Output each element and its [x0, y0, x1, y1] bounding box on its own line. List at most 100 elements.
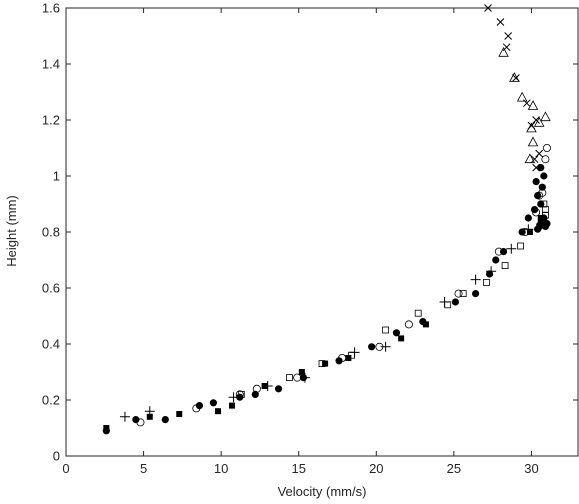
- point-open-triangle: [526, 122, 537, 133]
- x-tick-label: 15: [291, 461, 305, 476]
- point-plus: [119, 411, 130, 422]
- point-open-circle: [192, 404, 201, 413]
- point-filled-square: [536, 223, 543, 230]
- point-filled-square: [176, 411, 183, 417]
- point-filled-circle: [132, 416, 140, 424]
- point-open-circle: [494, 247, 503, 256]
- point-open-square: [444, 301, 452, 309]
- x-tick-label: 25: [447, 461, 461, 476]
- point-open-square: [517, 242, 524, 250]
- y-tick-label: 1.2: [42, 113, 60, 128]
- y-tick-label: 1.6: [42, 1, 60, 16]
- point-open-square: [237, 390, 245, 398]
- x-axis-label: Velocity (mm/s): [278, 484, 367, 499]
- point-filled-circle: [518, 228, 526, 236]
- x-axis: 0 5 10 15 20 25 30: [62, 8, 539, 476]
- point-open-square: [501, 262, 509, 270]
- point-filled-circle: [543, 220, 551, 228]
- point-filled-circle: [335, 357, 343, 365]
- point-filled-circle: [492, 256, 500, 264]
- point-open-square: [542, 206, 549, 214]
- y-tick-label: 0: [53, 449, 60, 464]
- point-plus: [470, 274, 481, 285]
- point-open-circle: [338, 353, 347, 362]
- point-open-triangle: [540, 111, 551, 122]
- point-open-triangle: [527, 136, 539, 147]
- point-open-triangle: [524, 153, 536, 164]
- point-cross: [496, 18, 505, 26]
- point-filled-circle: [451, 298, 460, 306]
- point-plus: [380, 341, 391, 352]
- y-tick-label: 0.8: [42, 225, 60, 240]
- point-open-square: [414, 309, 422, 317]
- point-filled-square: [526, 229, 533, 235]
- point-filled-circle: [195, 402, 204, 410]
- point-cross: [535, 149, 544, 158]
- plot-area: [65, 7, 579, 457]
- point-open-circle: [252, 384, 261, 393]
- point-plus: [349, 347, 360, 358]
- point-open-circle: [235, 390, 244, 399]
- y-tick-label: 0.4: [42, 337, 60, 352]
- point-open-triangle: [509, 72, 520, 82]
- point-plus: [144, 406, 155, 417]
- point-open-circle: [293, 373, 302, 382]
- point-filled-square: [215, 408, 222, 415]
- y-axis: 0 0.2 0.4 0.6 0.8 1 1.2 1.4 1.6: [42, 1, 578, 464]
- point-cross: [532, 163, 540, 172]
- point-filled-square: [229, 402, 236, 409]
- plot-frame: [65, 7, 579, 457]
- point-open-square: [542, 211, 549, 219]
- point-cross: [504, 32, 513, 40]
- point-cross: [530, 155, 539, 164]
- point-filled-circle: [532, 178, 540, 186]
- point-open-circle: [454, 289, 463, 298]
- point-plus: [299, 372, 310, 383]
- point-open-triangle: [498, 46, 509, 57]
- point-open-circle: [136, 418, 145, 427]
- data-points: [102, 4, 551, 435]
- point-filled-circle: [392, 329, 401, 337]
- point-filled-square: [146, 413, 153, 420]
- point-open-triangle: [527, 100, 539, 110]
- point-filled-square: [298, 369, 305, 375]
- point-open-circle: [542, 143, 551, 152]
- point-open-circle: [404, 320, 413, 329]
- x-tick-label: 30: [524, 461, 538, 476]
- point-cross: [532, 116, 540, 124]
- point-filled-circle: [540, 172, 548, 180]
- point-open-square: [382, 326, 390, 334]
- point-filled-square: [537, 215, 544, 221]
- point-filled-circle: [274, 385, 283, 393]
- point-open-circle: [541, 155, 550, 164]
- x-tick-label: 20: [369, 461, 383, 476]
- point-filled-square: [422, 321, 429, 328]
- point-open-square: [459, 290, 467, 298]
- y-tick-label: 0.2: [42, 393, 60, 408]
- point-filled-circle: [209, 399, 217, 407]
- point-plus: [439, 297, 450, 307]
- y-axis-label: Height (mm): [4, 195, 19, 267]
- x-tick-label: 0: [62, 461, 69, 476]
- y-tick-label: 0.6: [42, 281, 60, 296]
- point-filled-circle: [368, 343, 376, 351]
- point-filled-square: [398, 335, 405, 342]
- point-plus: [506, 243, 517, 254]
- point-plus: [486, 266, 497, 277]
- point-plus: [262, 381, 273, 391]
- point-open-circle: [532, 208, 541, 217]
- x-tick-label: 10: [214, 461, 228, 476]
- point-open-square: [286, 374, 293, 382]
- point-open-square: [483, 278, 490, 286]
- point-open-circle: [538, 188, 547, 197]
- point-filled-circle: [537, 164, 545, 172]
- point-filled-circle: [472, 290, 480, 298]
- point-open-square: [318, 360, 326, 368]
- point-filled-square: [103, 425, 110, 431]
- point-open-triangle: [516, 91, 528, 102]
- point-open-circle: [535, 191, 544, 200]
- point-filled-circle: [161, 416, 169, 424]
- point-plus: [228, 392, 239, 403]
- point-cross: [484, 4, 492, 12]
